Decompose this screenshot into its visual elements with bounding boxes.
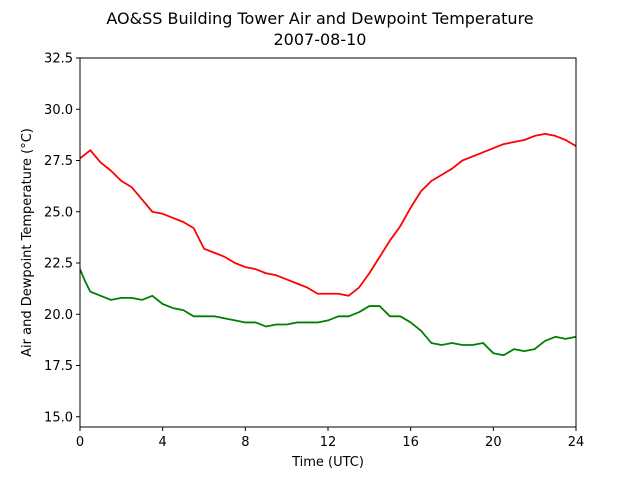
x-tick-label: 12 <box>320 435 337 450</box>
plot-frame <box>79 57 577 428</box>
series-layer <box>79 132 577 357</box>
series-line-1 <box>79 268 577 357</box>
tick-layer: 0 4 8 12 16 20 24 15.0 17.5 20.0 22.5 25.0 27.5 30.0 3… <box>44 52 584 451</box>
y-tick-label: 30.0 <box>44 103 73 118</box>
x-axis-label: Time (UTC) <box>291 455 364 470</box>
plot-area <box>80 58 576 427</box>
x-tick-label: 16 <box>402 435 419 450</box>
x-tick-label: 20 <box>485 435 502 450</box>
x-tick-label: 0 <box>76 435 84 450</box>
y-tick-label: 27.5 <box>44 154 73 169</box>
x-tick-label: 24 <box>568 435 585 450</box>
chart-title: AO&SS Building Tower Air and Dewpoint Te… <box>106 9 533 28</box>
chart-subtitle: 2007-08-10 <box>274 30 367 49</box>
y-tick-label: 20.0 <box>44 308 73 323</box>
series-line-0 <box>79 132 577 297</box>
y-tick-label: 22.5 <box>44 257 73 272</box>
y-tick-label: 15.0 <box>44 410 73 425</box>
x-tick-label: 8 <box>241 435 249 450</box>
y-tick-label: 32.5 <box>44 52 73 67</box>
y-tick-label: 25.0 <box>44 205 73 220</box>
y-axis-label: Air and Dewpoint Temperature (°C) <box>20 128 35 357</box>
x-tick-label: 4 <box>159 435 167 450</box>
y-tick-label: 17.5 <box>44 359 73 374</box>
